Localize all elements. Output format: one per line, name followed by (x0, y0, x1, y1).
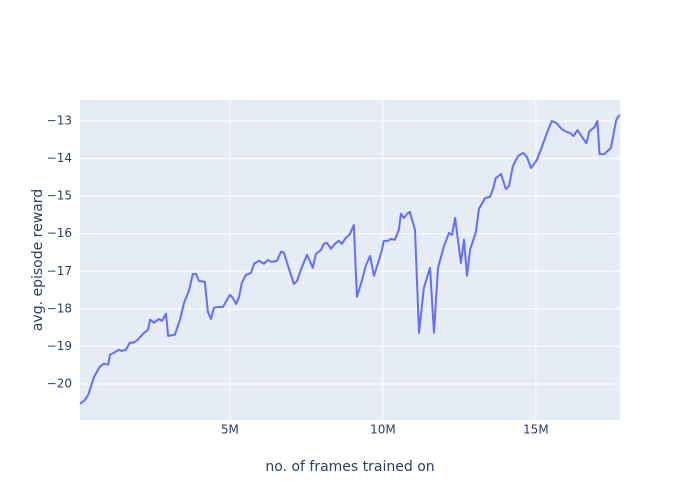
y-axis-title: avg. episode reward (30, 189, 46, 331)
x-tick-label: 5M (221, 423, 239, 437)
x-axis-title: no. of frames trained on (265, 459, 434, 475)
y-tick-label: −15 (47, 189, 72, 203)
x-tick-label: 10M (370, 423, 396, 437)
y-tick-label: −13 (47, 114, 72, 128)
y-tick-label: −18 (47, 301, 72, 315)
line (79, 114, 621, 405)
y-tick-label: −16 (47, 226, 72, 240)
y-tick-label: −17 (47, 264, 72, 278)
y-tick-label: −19 (47, 339, 72, 353)
y-tick-label: −14 (47, 151, 72, 165)
x-tick-label: 15M (523, 423, 549, 437)
plot-area (80, 100, 620, 420)
y-tick-label: −20 (47, 376, 72, 390)
